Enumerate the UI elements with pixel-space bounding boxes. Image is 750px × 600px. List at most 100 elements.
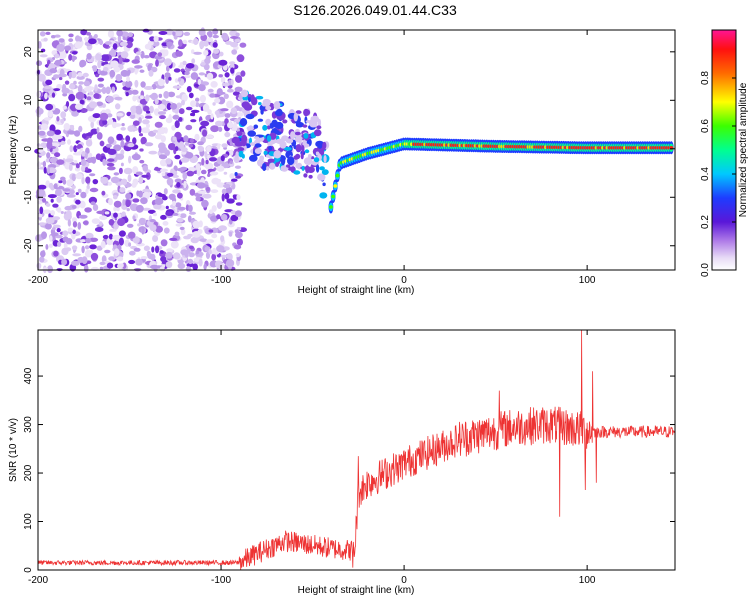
spectrogram-cell bbox=[187, 166, 197, 172]
spectrogram-cell bbox=[45, 79, 53, 86]
spectrogram-cell bbox=[73, 160, 78, 164]
spectrogram-cell bbox=[38, 130, 46, 136]
spectrogram-cell bbox=[211, 253, 217, 261]
spectrogram-cell bbox=[178, 141, 185, 150]
spectrogram-cell bbox=[106, 238, 113, 246]
spectrogram-cell bbox=[68, 93, 76, 102]
spectrogram-cell bbox=[221, 193, 225, 202]
snr-ytick-label: 400 bbox=[23, 367, 34, 384]
spectrogram-cell bbox=[98, 221, 103, 227]
spectrogram-cell bbox=[54, 152, 61, 158]
spectrogram-cell bbox=[152, 129, 158, 133]
spectrogram-cell bbox=[172, 31, 176, 36]
spectrogram-cell bbox=[77, 84, 83, 93]
spectrogram-cell bbox=[79, 61, 85, 68]
spectrogram-cell bbox=[40, 48, 46, 53]
spectrogram-cell bbox=[135, 51, 142, 56]
spectrogram-cell bbox=[108, 198, 113, 206]
snr-y-label: SNR (10 * v/v) bbox=[8, 418, 19, 482]
spectrogram-cell bbox=[221, 143, 228, 148]
spectrogram-cell bbox=[112, 244, 118, 250]
spectrogram-ytick-label: 0 bbox=[23, 146, 34, 152]
spectrogram-cell bbox=[184, 142, 190, 146]
spectrogram-cell bbox=[190, 109, 200, 113]
spectrogram-cell bbox=[140, 136, 147, 145]
spectrogram-cell bbox=[43, 85, 52, 89]
spectrogram-cell bbox=[68, 54, 73, 61]
spectrogram-cell bbox=[201, 169, 207, 175]
spectrogram-cell bbox=[92, 113, 101, 119]
spectrogram-cell bbox=[157, 111, 167, 115]
spectrogram-cell bbox=[53, 74, 60, 79]
spectrogram-cell bbox=[149, 224, 157, 232]
spectrogram-cell bbox=[160, 214, 167, 220]
spectrogram-cell bbox=[177, 192, 183, 199]
spectrogram-cell bbox=[189, 138, 194, 143]
spectrogram-y-label: Frequency (Hz) bbox=[8, 116, 19, 185]
spectrogram-cell bbox=[80, 191, 87, 199]
spectrogram-cell bbox=[52, 203, 59, 208]
spectrogram-cell bbox=[99, 215, 108, 221]
spectrogram-cell bbox=[142, 207, 152, 211]
spectrogram-cell bbox=[92, 65, 98, 72]
spectrogram-cell bbox=[115, 153, 125, 160]
spectrogram-cell bbox=[184, 251, 189, 258]
spectrogram-cell bbox=[58, 138, 62, 143]
spectrogram-cell bbox=[46, 130, 55, 137]
spectrogram-cell bbox=[75, 91, 85, 100]
spectrogram-cell bbox=[118, 230, 126, 237]
spectrogram-cell bbox=[59, 50, 66, 58]
spectrogram-cell bbox=[47, 166, 50, 175]
spectrogram-cell bbox=[75, 103, 84, 110]
spectrogram-cell bbox=[190, 100, 197, 108]
spectrogram-cell bbox=[263, 150, 268, 155]
spectrogram-cell bbox=[132, 137, 137, 145]
spectrogram-cell bbox=[65, 101, 70, 108]
spectrogram-cell bbox=[99, 39, 104, 46]
spectrogram-cell bbox=[140, 197, 148, 205]
spectrogram-cell bbox=[165, 158, 172, 165]
spectrogram-cell bbox=[77, 188, 82, 193]
spectrogram-cell bbox=[166, 248, 174, 253]
spectrogram-cell bbox=[139, 69, 145, 73]
spectrogram-cell bbox=[267, 158, 275, 163]
spectrogram-cell bbox=[165, 205, 169, 210]
spectrogram-cell bbox=[71, 110, 79, 117]
spectrogram-cell bbox=[202, 193, 212, 199]
spectrogram-cell bbox=[92, 204, 99, 211]
spectrogram-cell bbox=[45, 158, 50, 163]
spectrogram-cell bbox=[160, 239, 168, 247]
spectrogram-cell bbox=[246, 126, 254, 131]
spectrogram-cell bbox=[75, 35, 81, 42]
spectrogram-cell bbox=[174, 78, 179, 83]
spectrogram-cell bbox=[54, 34, 61, 38]
spectrogram-cell bbox=[208, 157, 218, 162]
spectrogram-cell bbox=[137, 223, 141, 227]
spectrogram-cell bbox=[68, 33, 74, 38]
spectrogram-cell bbox=[262, 163, 267, 171]
spectrogram-ytick-label: -10 bbox=[23, 190, 34, 205]
spectrogram-cell bbox=[81, 150, 86, 157]
spectrogram-cell bbox=[226, 259, 235, 267]
spectrogram-cell bbox=[56, 228, 61, 233]
spectrogram-cell bbox=[120, 127, 126, 131]
spectrogram-cell bbox=[140, 95, 144, 100]
spectrogram-cell bbox=[203, 263, 207, 270]
snr-frame bbox=[37, 329, 676, 571]
spectrogram-cell bbox=[112, 43, 118, 50]
spectrogram-cell bbox=[130, 111, 135, 116]
spectrogram-cell bbox=[91, 156, 97, 164]
snr-ytick-label: 200 bbox=[23, 464, 34, 481]
spectrogram-cell bbox=[62, 230, 69, 237]
spectrogram-cell bbox=[303, 157, 313, 166]
spectrogram-cell bbox=[56, 43, 65, 52]
spectrogram-cell bbox=[116, 206, 120, 212]
spectrogram-ridge-core bbox=[333, 184, 338, 188]
spectrogram-cell bbox=[144, 115, 153, 119]
spectrogram-cell bbox=[163, 91, 170, 99]
spectrogram-cell bbox=[46, 141, 53, 150]
spectrogram-cell bbox=[115, 73, 123, 82]
spectrogram-cell bbox=[111, 121, 118, 129]
spectrogram-cell bbox=[188, 252, 195, 258]
spectrogram-cell bbox=[234, 229, 239, 234]
